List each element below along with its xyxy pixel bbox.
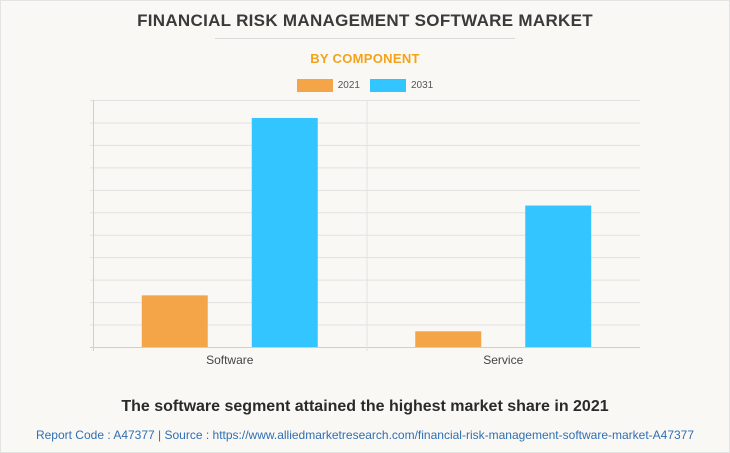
x-tick-label-service: Service	[483, 353, 523, 367]
legend-item-2021: 2021	[296, 79, 360, 92]
bar-service-2021	[415, 331, 482, 347]
bar-software-2031	[251, 117, 318, 347]
legend-swatch-2031	[370, 79, 406, 92]
legend: 2021 2031	[0, 79, 730, 92]
chart-subtitle: BY COMPONENT	[310, 51, 420, 66]
legend-item-2031: 2031	[370, 79, 433, 92]
report-source-footer: Report Code : A47377 | Source : https://…	[35, 428, 695, 442]
title-divider	[215, 38, 515, 39]
bar-service-2031	[525, 205, 592, 347]
x-tick-label-software: Software	[206, 353, 254, 367]
bar-software-2021	[141, 295, 208, 347]
legend-label-2021: 2021	[337, 80, 360, 91]
chart-caption: The software segment attained the highes…	[121, 398, 609, 415]
legend-swatch-2021	[296, 79, 333, 92]
chart-title: FINANCIAL RISK MANAGEMENT SOFTWARE MARKE…	[137, 11, 593, 30]
legend-label-2031: 2031	[411, 80, 434, 91]
